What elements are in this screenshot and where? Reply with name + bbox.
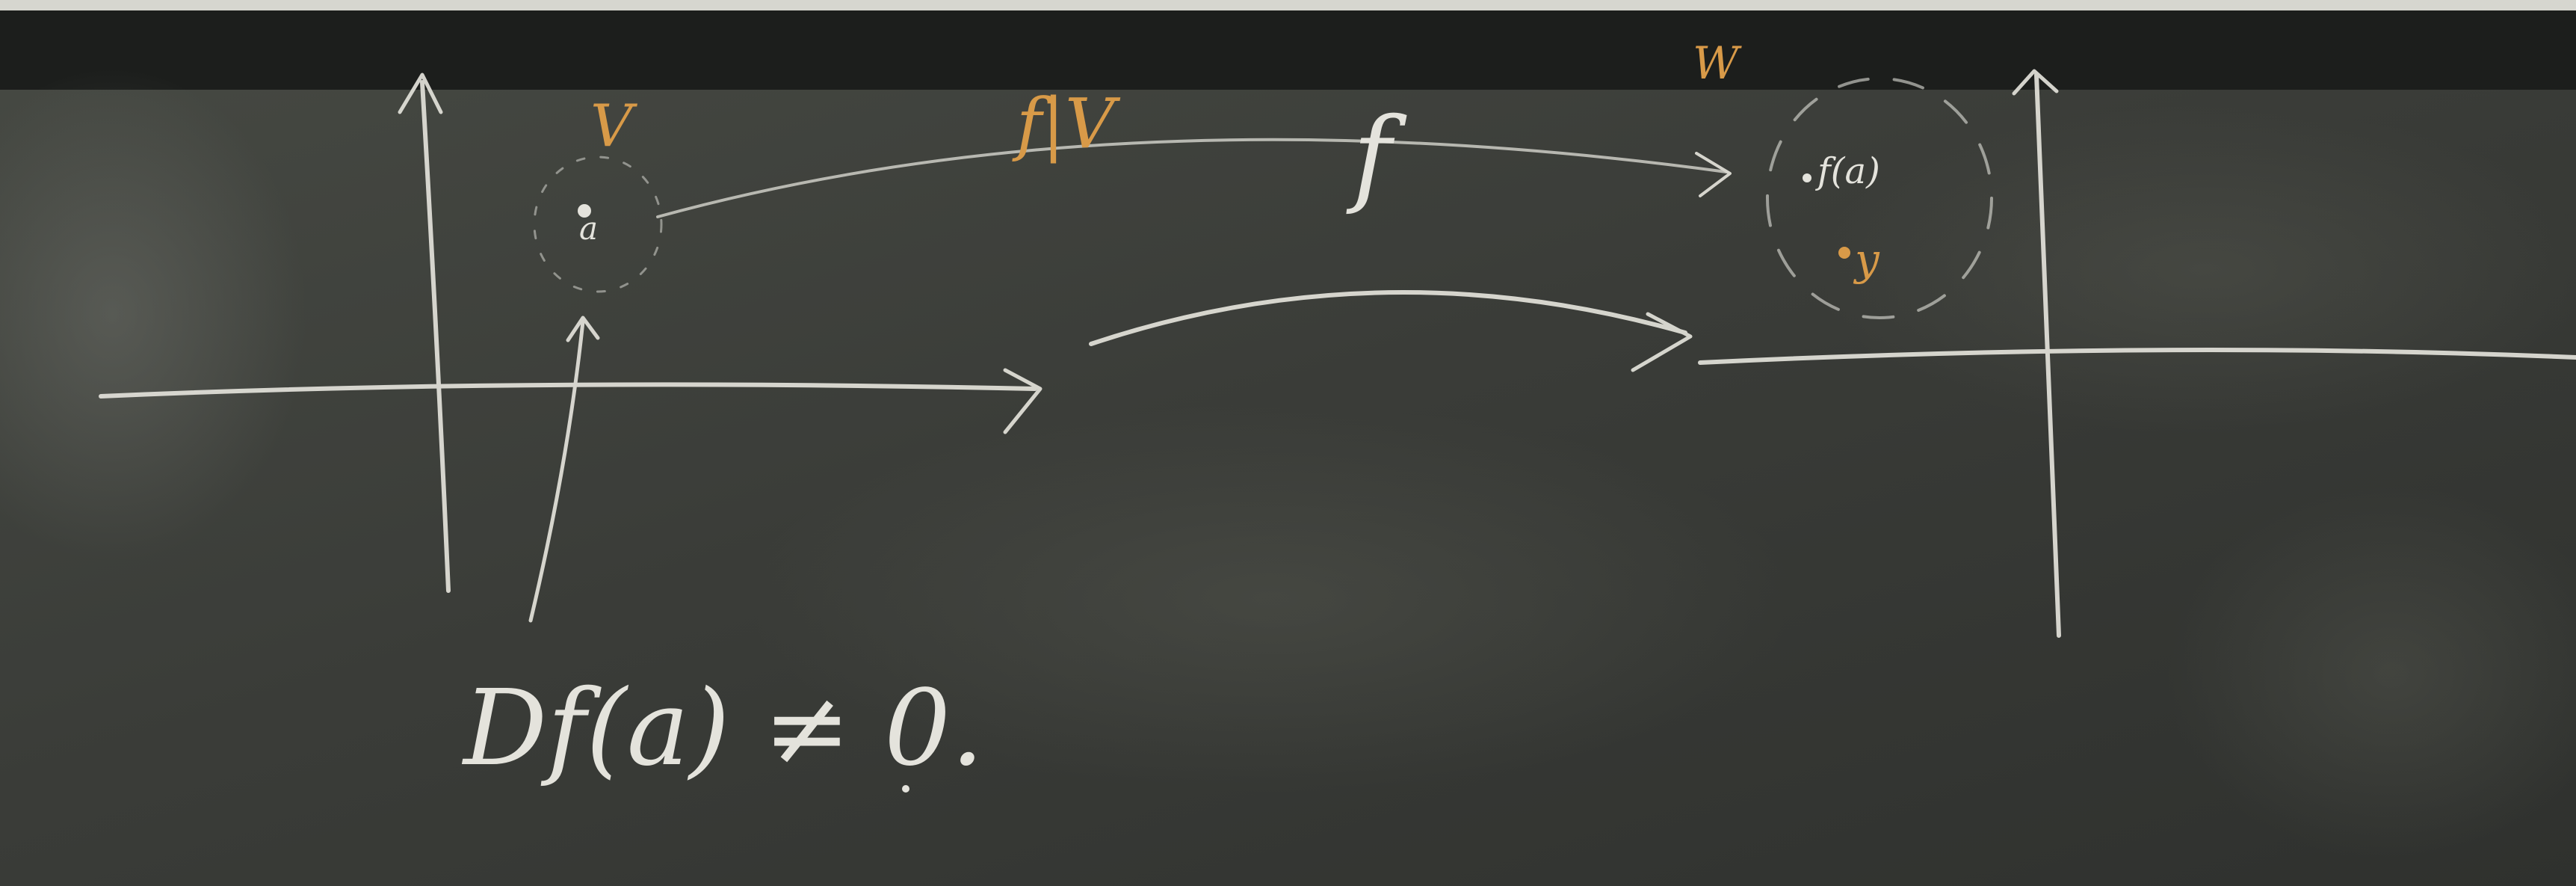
label-set-w: W (1693, 37, 1739, 90)
label-restriction: f|V (1016, 84, 1115, 164)
left-y-axis-arrowhead (398, 73, 443, 114)
left-x-axis (99, 382, 1037, 399)
eraser-smudge (0, 67, 306, 561)
eraser-smudge (1816, 105, 2576, 434)
restriction-arrow (656, 138, 1728, 218)
point-fa-dot (1803, 173, 1811, 182)
eraser-smudge (747, 404, 1794, 793)
eraser-smudge (2167, 486, 2576, 860)
label-point-fa: f(a) (1817, 150, 1880, 192)
map-arrow-head (1631, 312, 1693, 372)
label-point-y: y (1855, 234, 1880, 285)
left-x-axis-arrowhead (1003, 368, 1043, 434)
period-dot (902, 785, 909, 793)
label-set-v: V (590, 93, 633, 160)
map-arrow (1089, 290, 1687, 346)
right-y-axis-arrowhead (2012, 69, 2059, 96)
right-y-axis (2034, 73, 2061, 638)
neighborhood-v (533, 156, 663, 293)
point-a-dot (578, 204, 591, 218)
right-x-axis (1698, 348, 2576, 365)
point-y-dot (1838, 247, 1850, 259)
neighborhood-w (1766, 77, 1993, 319)
wall-band (0, 0, 2576, 10)
pointer-arrow-to-a (528, 319, 585, 623)
pointer-arrow-to-a-head (566, 316, 600, 342)
board-frame (0, 10, 2576, 100)
left-y-axis (420, 80, 451, 593)
label-map-f: f (1353, 96, 1392, 218)
restriction-arrow-head (1695, 152, 1732, 197)
label-condition: Df(a) ≠ 0. (463, 668, 984, 790)
label-point-a: a (579, 210, 599, 247)
